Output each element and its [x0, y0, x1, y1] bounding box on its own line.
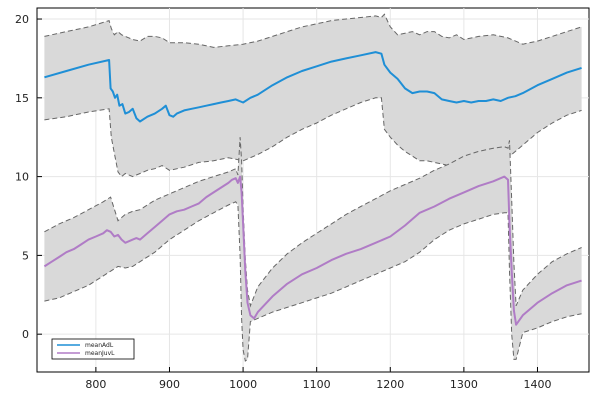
x-tick-label: 1300: [450, 378, 478, 391]
legend-label: meanAdL: [85, 342, 114, 349]
y-tick-label: 15: [15, 92, 29, 105]
plot-frame: [36, 7, 590, 373]
series-line-meanJuvL: [43, 175, 582, 326]
y-tick-label: 10: [15, 171, 29, 184]
x-tick-label: 800: [85, 378, 106, 391]
legend-label: meanJuvL: [85, 350, 115, 357]
legend-box: [51, 338, 135, 360]
confidence-bands: [44, 13, 582, 362]
band-upper-edge-1: [44, 137, 582, 308]
axes: 800 900 1000 1100 1200 1300 1400 0 5 10 15 20: [15, 13, 551, 391]
y-tick-label: 20: [15, 13, 29, 26]
x-tick-label: 1000: [229, 378, 257, 391]
x-tick-label: 1400: [523, 378, 551, 391]
x-tick-label: 1100: [303, 378, 331, 391]
series-lines: [43, 51, 582, 326]
x-tick-label: 1200: [376, 378, 404, 391]
x-tick-label: 900: [159, 378, 180, 391]
band-fill-0: [44, 14, 582, 177]
band-fill-1: [44, 137, 582, 361]
band-upper-edge-0: [44, 13, 582, 48]
y-tick-label: 0: [22, 328, 29, 341]
y-tick-label: 5: [22, 249, 29, 262]
band-lower-edge-1: [44, 201, 582, 362]
series-line-meanAdL: [44, 51, 582, 123]
